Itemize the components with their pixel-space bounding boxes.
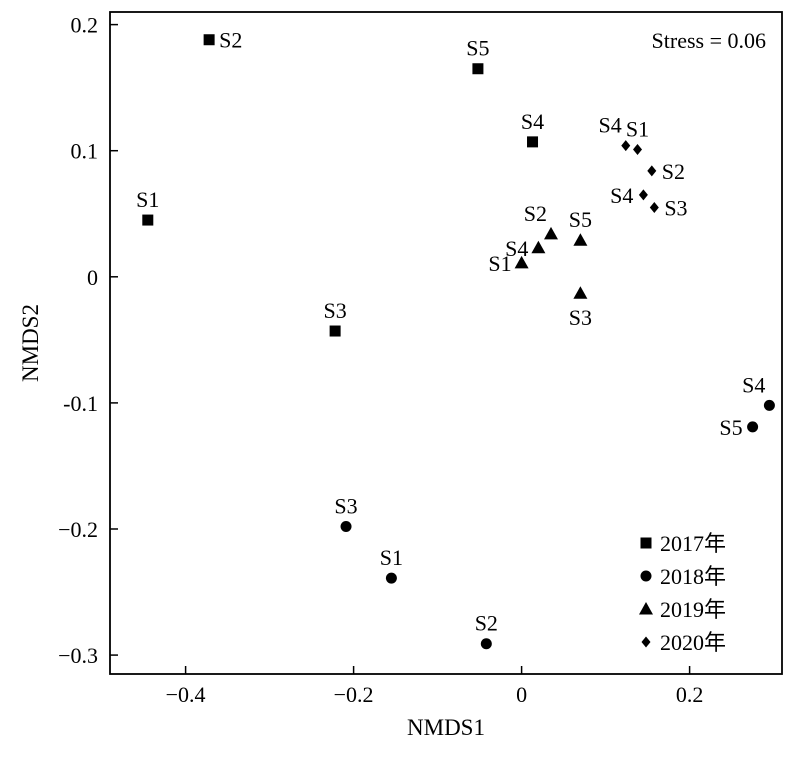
y-tick-label: −0.3 [58, 643, 98, 668]
legend-square-marker [640, 537, 652, 549]
triangle-marker [544, 226, 558, 240]
circle-marker [480, 638, 492, 650]
square-marker [527, 136, 539, 148]
triangle-marker [573, 286, 588, 299]
point-label: S4 [742, 372, 765, 397]
legend-label: 2018年 [660, 564, 726, 589]
point-label: S5 [719, 415, 742, 440]
y-axis-title: NMDS2 [18, 304, 43, 382]
point-label: S5 [569, 207, 592, 232]
plot-frame [109, 11, 783, 675]
legend-label: 2017年 [660, 531, 726, 556]
x-tick-label: −0.4 [166, 682, 206, 707]
y-tick-label: 0 [87, 265, 98, 290]
point-label: S3 [334, 493, 357, 518]
point-label: S3 [569, 305, 592, 330]
point-label: S2 [662, 159, 685, 184]
circle-marker [747, 421, 759, 433]
y-axis-ticks: 0.2 0.1 0 -0.1 −0.2 −0.3 [58, 13, 118, 668]
circle-marker [385, 572, 397, 584]
point-label: S4 [505, 236, 528, 261]
y-tick-label: 0.2 [71, 13, 99, 38]
x-tick-label: −0.2 [334, 682, 374, 707]
square-marker [329, 325, 341, 337]
x-tick-label: 0.2 [676, 682, 704, 707]
legend-diamond-marker [641, 636, 651, 648]
diamond-marker [647, 165, 657, 177]
x-axis-ticks: −0.4 −0.2 0 0.2 [166, 666, 704, 707]
diamond-marker [633, 143, 643, 155]
point-label: S1 [488, 251, 511, 276]
x-tick-label: 0 [516, 682, 527, 707]
diamond-marker [649, 201, 659, 213]
point-label: S4 [599, 113, 622, 138]
circle-marker [763, 399, 775, 411]
circle-marker [340, 520, 352, 532]
legend: 2017年 2018年 2019年 2020年 [639, 531, 726, 655]
legend-circle-marker [640, 570, 652, 582]
diamond-marker [638, 189, 648, 201]
point-label: S4 [521, 109, 544, 134]
point-label: S5 [466, 36, 489, 61]
x-axis-title: NMDS1 [407, 715, 485, 740]
legend-triangle-marker [639, 602, 653, 615]
square-marker [142, 214, 154, 226]
point-label: S3 [664, 195, 687, 220]
point-label: S1 [136, 187, 159, 212]
point-label: S1 [626, 116, 649, 141]
point-label: S2 [219, 28, 242, 53]
square-marker [203, 34, 215, 46]
stress-annotation: Stress = 0.06 [652, 28, 766, 53]
diamond-marker [621, 140, 631, 152]
point-label: S2 [524, 201, 547, 226]
point-label: S4 [610, 183, 633, 208]
legend-label: 2020年 [660, 630, 726, 655]
point-label: S3 [323, 298, 346, 323]
y-tick-label: −0.2 [58, 517, 98, 542]
triangle-marker [573, 233, 588, 246]
legend-label: 2019年 [660, 597, 726, 622]
point-label: S2 [475, 611, 498, 636]
square-marker [472, 63, 484, 75]
data-points [142, 34, 775, 650]
triangle-marker [531, 240, 546, 254]
triangle-marker [514, 255, 529, 269]
point-label: S1 [380, 545, 403, 570]
y-tick-label: 0.1 [71, 139, 99, 164]
y-tick-label: -0.1 [63, 391, 98, 416]
